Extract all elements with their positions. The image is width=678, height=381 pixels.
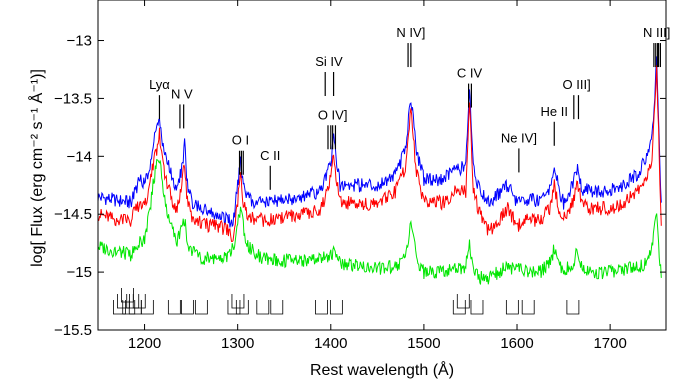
line-label: Si IV — [315, 54, 343, 69]
absorption-bracket — [194, 300, 208, 315]
series-line-3 — [98, 158, 662, 285]
x-tick-label: 1500 — [407, 335, 440, 352]
line-label: N V — [171, 86, 193, 101]
absorption-bracket — [132, 294, 146, 309]
line-label: Ne IV] — [501, 130, 537, 145]
absorption-bracket — [235, 300, 249, 315]
absorption-bracket — [270, 300, 284, 315]
absorption-bracket — [566, 300, 580, 315]
series-layer — [98, 56, 662, 285]
x-tick-label: 1200 — [128, 335, 161, 352]
absorption-bracket — [117, 294, 130, 309]
absorption-bracket — [521, 300, 535, 315]
absorption-bracket — [227, 300, 241, 315]
absorption-bracket — [452, 300, 466, 315]
line-label: O I — [232, 133, 249, 148]
absorption-bracket — [329, 300, 343, 315]
y-tick-label: −15 — [67, 264, 92, 281]
x-tick-label: 1700 — [593, 335, 626, 352]
absorption-bracket — [256, 300, 270, 315]
axis-tick-layer: 1200 1300 1400 1500 1600 1700 −15.5 −15 −14.5 −14… — [54, 0, 666, 352]
plot-frame — [97, 0, 667, 331]
y-tick-label: −13.5 — [54, 90, 92, 107]
absorption-bracket — [167, 300, 181, 315]
absorption-bracket — [140, 300, 154, 315]
line-label: O III] — [563, 77, 591, 92]
absorption-bracket — [122, 300, 136, 315]
line-label: N III] — [643, 25, 670, 40]
line-label: He II — [541, 104, 568, 119]
y-tick-label: −13 — [67, 33, 92, 50]
absorption-bracket-layer — [113, 288, 580, 315]
x-tick-label: 1600 — [500, 335, 533, 352]
line-label: C II — [260, 148, 280, 163]
x-tick-label: 1300 — [221, 335, 254, 352]
line-label: Lyα — [149, 77, 170, 92]
x-tick-label: 1400 — [314, 335, 347, 352]
absorption-bracket — [231, 294, 245, 309]
absorption-bracket — [315, 300, 328, 315]
line-label: O IV] — [318, 107, 348, 122]
absorption-bracket — [126, 294, 140, 309]
y-axis-label: log[ Flux (erg cm⁻² s⁻¹ Å⁻¹)] — [27, 69, 46, 267]
x-axis-label: Rest wavelength (Å) — [310, 360, 454, 379]
line-label: N IV] — [396, 25, 425, 40]
series-line-1 — [98, 56, 662, 228]
series-line-2 — [98, 65, 662, 243]
absorption-bracket — [456, 294, 470, 309]
absorption-bracket — [180, 300, 194, 315]
absorption-bracket — [470, 300, 484, 315]
absorption-bracket — [121, 288, 134, 303]
y-tick-label: −15.5 — [54, 322, 92, 339]
absorption-bracket — [505, 300, 519, 315]
line-label: C IV — [457, 66, 483, 81]
y-tick-label: −14 — [67, 148, 92, 165]
y-tick-label: −14.5 — [54, 206, 92, 223]
absorption-bracket — [113, 300, 126, 315]
